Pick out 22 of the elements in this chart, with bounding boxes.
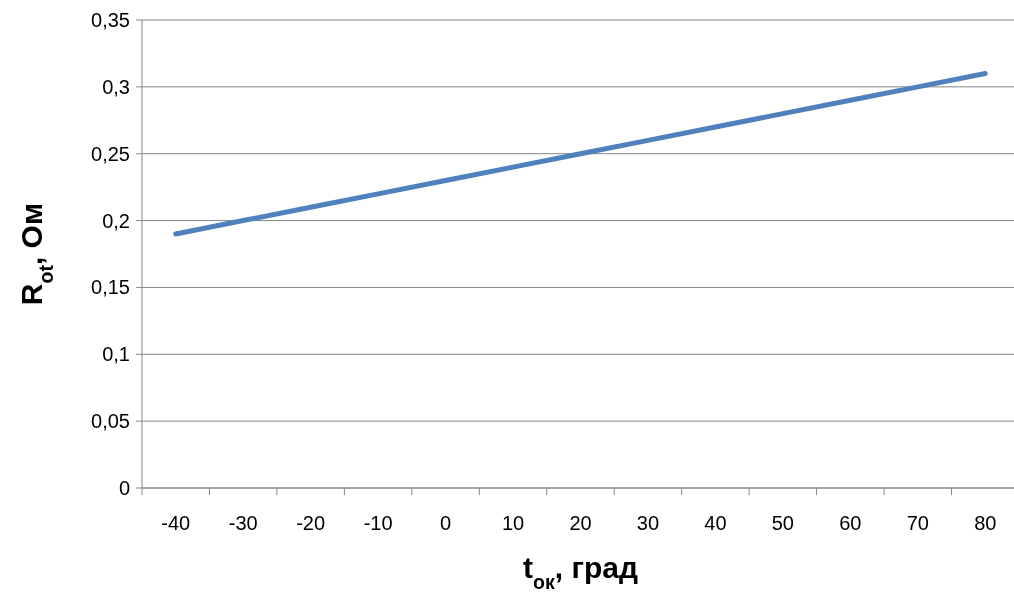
x-tick-label: 0 bbox=[440, 512, 452, 534]
x-tick-label: 80 bbox=[974, 512, 997, 534]
y-tick-label: 0,05 bbox=[91, 410, 130, 433]
x-tick-label: -30 bbox=[228, 512, 258, 534]
x-tick-label: 50 bbox=[771, 512, 795, 534]
y-tick-label: 0,25 bbox=[91, 142, 130, 165]
y-tick-label: 0,3 bbox=[102, 75, 130, 98]
x-tick-label: 70 bbox=[906, 512, 929, 534]
x-tick-label: -20 bbox=[296, 512, 326, 534]
y-tick-label: 0,1 bbox=[102, 343, 130, 366]
x-tick-label: 60 bbox=[839, 512, 862, 534]
x-tick-label: 40 bbox=[704, 512, 727, 534]
x-tick-label: 20 bbox=[569, 512, 592, 534]
y-tick-label: 0,15 bbox=[91, 276, 130, 299]
y-tick-label: 0,2 bbox=[102, 209, 130, 232]
x-tick-label: 30 bbox=[636, 512, 660, 534]
x-axis-title: t$_{ок}$, град bbox=[523, 551, 638, 593]
x-tick-label: -10 bbox=[363, 512, 393, 534]
y-tick-label: 0 bbox=[118, 477, 130, 499]
y-tick-label: 0,35 bbox=[91, 9, 130, 31]
x-tick-label: 10 bbox=[501, 512, 525, 534]
x-tick-label: -40 bbox=[161, 512, 191, 534]
